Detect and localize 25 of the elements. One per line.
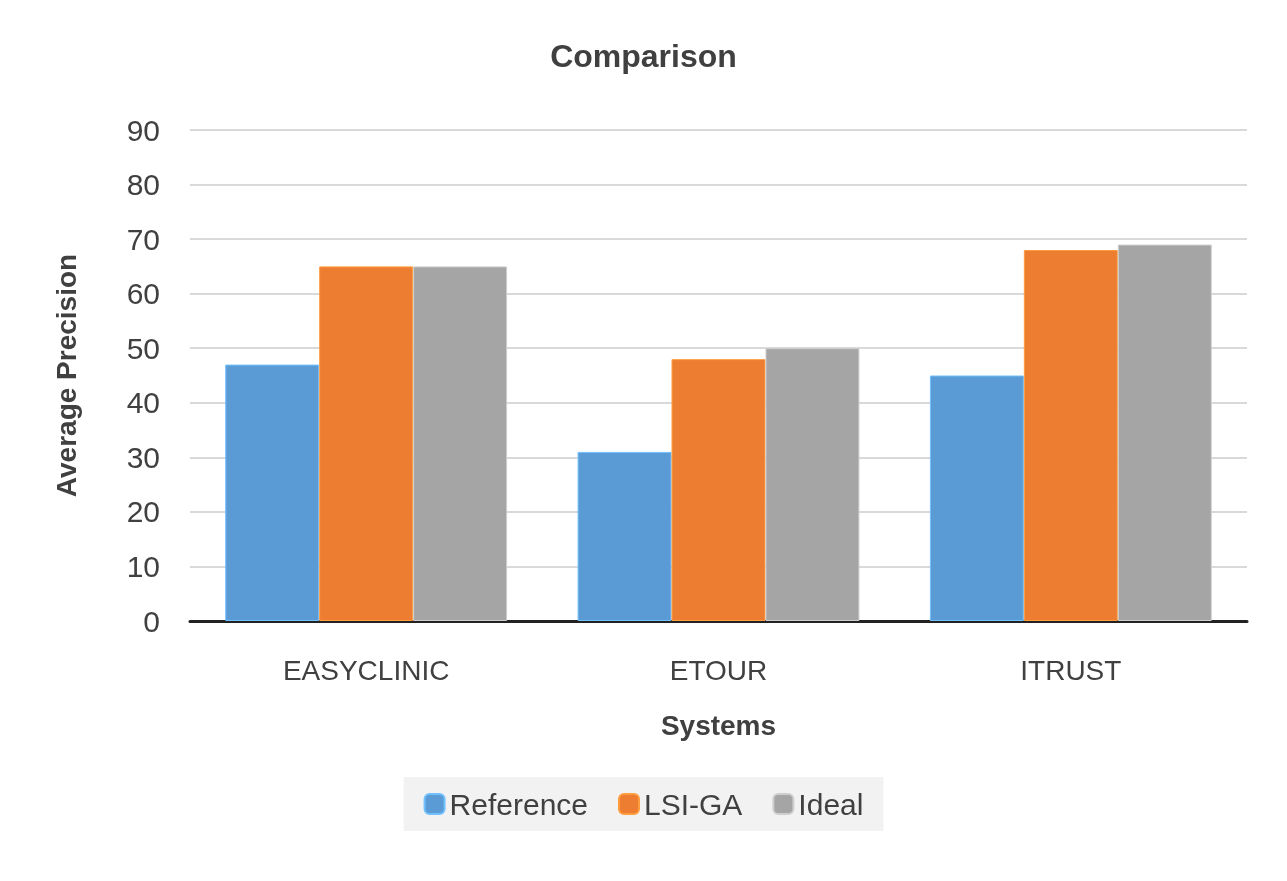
y-tick-label: 50: [126, 331, 160, 365]
x-tick-label: ETOUR: [669, 654, 768, 686]
bar: [671, 359, 766, 621]
y-tick-label: 60: [126, 277, 160, 311]
bar: [577, 451, 672, 621]
x-tick-label: ITRUST: [1020, 654, 1122, 686]
y-tick-label: 30: [126, 440, 160, 474]
bar: [1023, 250, 1118, 621]
y-tick-label: 0: [143, 604, 160, 638]
bar: [319, 266, 414, 621]
y-axis-title: Average Precision: [50, 253, 82, 498]
y-tick-label: 90: [126, 113, 160, 147]
y-tick-label: 80: [126, 168, 160, 202]
y-tick-label: 20: [126, 495, 160, 529]
legend-label: Reference: [449, 787, 589, 821]
y-tick-label: 10: [126, 549, 160, 583]
x-tick-label: EASYCLINIC: [282, 654, 450, 686]
bar: [225, 364, 320, 621]
x-axis-title: Systems: [660, 709, 777, 741]
legend-label: LSI-GA: [644, 787, 743, 821]
chart-title: Comparison: [550, 38, 737, 74]
bar: [929, 375, 1024, 621]
y-tick-label: 40: [126, 386, 160, 420]
legend-label: Ideal: [798, 787, 864, 821]
y-tick-label: 70: [126, 222, 160, 256]
